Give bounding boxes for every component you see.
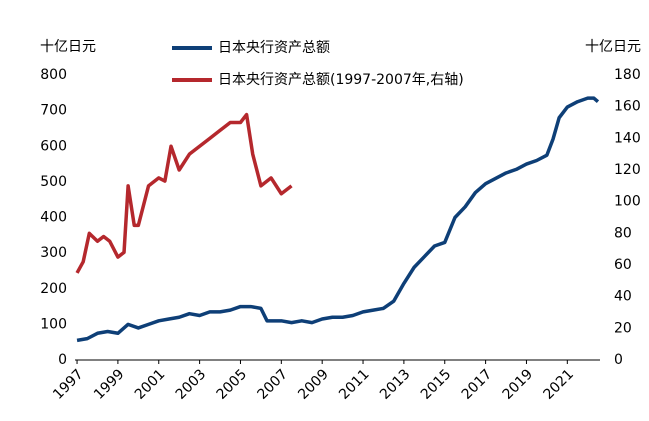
series-line — [75, 112, 293, 274]
x-tick-label: 2001 — [132, 366, 169, 403]
x-tick-label: 2009 — [295, 366, 332, 403]
y-tick-label: 700 — [40, 103, 67, 119]
y2-tick-label: 140 — [614, 130, 641, 146]
legend-label: 日本央行资产总额(1997-2007年,右轴) — [218, 72, 464, 88]
x-tick-label: 2003 — [173, 366, 210, 403]
y-tick-label: 100 — [40, 316, 67, 332]
y2-axis-label: 十亿日元 — [585, 39, 641, 55]
y2-tick-label: 80 — [614, 225, 632, 241]
y2-tick-label: 180 — [614, 67, 641, 83]
y-tick-label: 0 — [58, 352, 67, 368]
y-tick-label: 400 — [40, 210, 67, 226]
x-tick-label: 2005 — [214, 366, 251, 403]
x-tick-label: 2007 — [254, 366, 291, 403]
y2-tick-label: 100 — [614, 194, 641, 210]
y2-tick-label: 0 — [614, 352, 623, 368]
x-tick-label: 2015 — [418, 366, 455, 403]
y2-tick-label: 120 — [614, 162, 641, 178]
y-tick-label: 200 — [40, 281, 67, 297]
x-tick-label: 2019 — [500, 366, 537, 403]
y-tick-label: 800 — [40, 67, 67, 83]
y-axis-label: 十亿日元 — [40, 39, 96, 55]
y2-tick-label: 40 — [614, 289, 632, 305]
y-tick-label: 300 — [40, 245, 67, 261]
legend-label: 日本央行资产总额 — [218, 40, 330, 56]
x-tick-label: 2011 — [336, 366, 373, 403]
series-line — [76, 96, 600, 343]
x-tick-label: 2013 — [377, 366, 414, 403]
x-tick-label: 1999 — [91, 366, 128, 403]
y2-tick-label: 20 — [614, 320, 632, 336]
y2-tick-label: 60 — [614, 257, 632, 273]
y2-tick-label: 160 — [614, 99, 641, 115]
y-tick-label: 500 — [40, 174, 67, 190]
x-tick-label: 1997 — [50, 366, 87, 403]
y-tick-label: 600 — [40, 138, 67, 154]
x-tick-label: 2017 — [459, 366, 496, 403]
x-tick-label: 2021 — [540, 366, 577, 403]
